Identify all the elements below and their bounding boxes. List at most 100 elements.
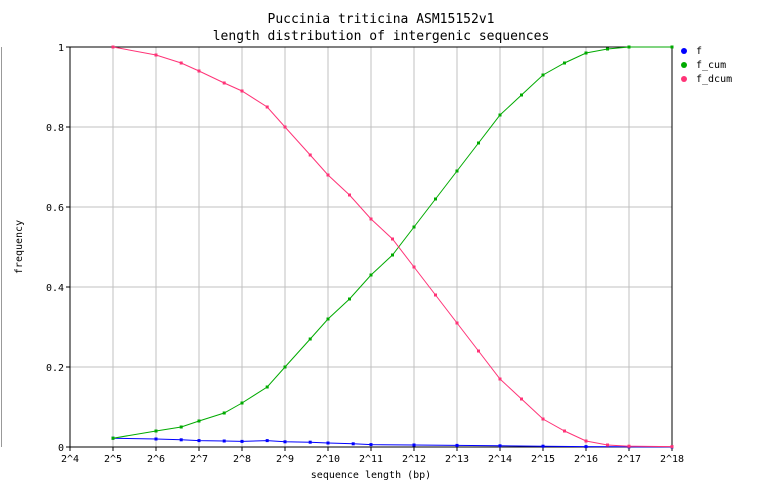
- data-point: [434, 293, 437, 297]
- legend-marker: [681, 76, 687, 82]
- x-tick-label: 2^6: [147, 454, 165, 465]
- x-tick-label: 2^18: [660, 454, 684, 465]
- x-tick-label: 2^5: [104, 454, 122, 465]
- data-point: [498, 377, 502, 381]
- data-point: [520, 93, 523, 97]
- data-point: [391, 237, 394, 241]
- data-point: [412, 443, 416, 447]
- x-tick-label: 2^7: [190, 454, 208, 465]
- x-tick-label: 2^17: [617, 454, 641, 465]
- data-point: [369, 273, 373, 277]
- series-line: [112, 46, 673, 448]
- legend: f f_cum f_dcum: [681, 46, 732, 85]
- data-point: [326, 441, 330, 445]
- y-axis: 0 0.2 0.4 0.6 0.8 1: [46, 43, 70, 454]
- data-point: [283, 440, 287, 444]
- data-point: [541, 73, 545, 77]
- series-f-cum: [111, 45, 674, 440]
- data-point: [369, 217, 373, 221]
- legend-item-f-dcum: f_dcum: [681, 74, 732, 85]
- data-point: [541, 444, 545, 448]
- data-point: [179, 425, 183, 429]
- legend-marker: [681, 62, 687, 68]
- x-tick-label: 2^9: [276, 454, 294, 465]
- x-tick-label: 2^15: [531, 454, 555, 465]
- data-point: [222, 81, 226, 85]
- data-point: [498, 113, 502, 117]
- data-point: [670, 45, 674, 49]
- data-point: [111, 436, 115, 440]
- data-point: [197, 419, 201, 423]
- data-point: [455, 169, 459, 173]
- x-tick-label: 2^10: [316, 454, 340, 465]
- data-point: [154, 437, 158, 441]
- legend-marker: [681, 48, 687, 54]
- data-point: [477, 141, 480, 145]
- series-group: [111, 45, 674, 449]
- data-point: [563, 429, 566, 433]
- data-point: [391, 253, 394, 257]
- data-point: [179, 61, 183, 65]
- data-point: [222, 411, 226, 415]
- data-point: [584, 445, 588, 449]
- data-point: [348, 193, 351, 197]
- data-point: [326, 317, 330, 321]
- legend-label: f: [696, 46, 702, 57]
- legend-item-f: f: [681, 46, 702, 57]
- grid: [69, 46, 673, 448]
- series-line: [112, 46, 672, 439]
- series-f-dcum: [111, 45, 674, 449]
- data-point: [326, 173, 330, 177]
- data-point: [477, 349, 480, 353]
- data-point: [222, 439, 226, 443]
- data-point: [541, 417, 545, 421]
- data-point: [308, 153, 312, 157]
- x-tick-label: 2^14: [488, 454, 512, 465]
- data-point: [265, 439, 269, 443]
- data-point: [197, 439, 201, 443]
- data-point: [240, 401, 244, 405]
- data-point: [154, 429, 158, 433]
- data-point: [351, 442, 355, 446]
- data-point: [197, 69, 201, 73]
- data-point: [154, 53, 158, 57]
- data-point: [455, 321, 459, 325]
- data-point: [584, 439, 588, 443]
- y-tick-label: 0.8: [46, 123, 64, 134]
- y-tick-label: 0.2: [46, 363, 64, 374]
- data-point: [498, 444, 502, 448]
- y-tick-label: 0: [58, 443, 64, 454]
- x-tick-label: 2^13: [445, 454, 469, 465]
- chart-title: Puccinia triticina ASM15152v1: [268, 12, 495, 27]
- data-point: [627, 444, 631, 448]
- data-point: [283, 365, 287, 369]
- series-f: [111, 436, 674, 449]
- x-tick-label: 2^16: [574, 454, 598, 465]
- data-point: [240, 439, 244, 443]
- x-tick-label: 2^4: [61, 454, 79, 465]
- y-tick-label: 1: [58, 43, 64, 54]
- data-point: [265, 105, 269, 109]
- data-point: [412, 265, 416, 269]
- y-axis-label: frequency: [14, 220, 25, 274]
- legend-item-f-cum: f_cum: [681, 60, 726, 71]
- data-point: [520, 397, 523, 401]
- x-tick-label: 2^12: [402, 454, 426, 465]
- data-point: [369, 443, 373, 447]
- data-point: [265, 385, 269, 389]
- data-point: [606, 47, 609, 51]
- x-axis: 2^4 2^5 2^6 2^7 2^8 2^9 2^10 2^11 2^12 2^13 2^14 2^…: [61, 447, 684, 465]
- data-point: [455, 443, 459, 447]
- chart-subtitle: length distribution of intergenic sequen…: [213, 29, 550, 44]
- y-tick-label: 0.6: [46, 203, 64, 214]
- legend-label: f_cum: [696, 60, 726, 71]
- data-point: [670, 445, 674, 449]
- data-point: [627, 45, 631, 49]
- data-point: [179, 438, 183, 442]
- series-line: [112, 437, 673, 448]
- legend-label: f_dcum: [696, 74, 732, 85]
- data-point: [283, 125, 287, 129]
- y-tick-label: 0.4: [46, 283, 64, 294]
- x-tick-label: 2^8: [233, 454, 251, 465]
